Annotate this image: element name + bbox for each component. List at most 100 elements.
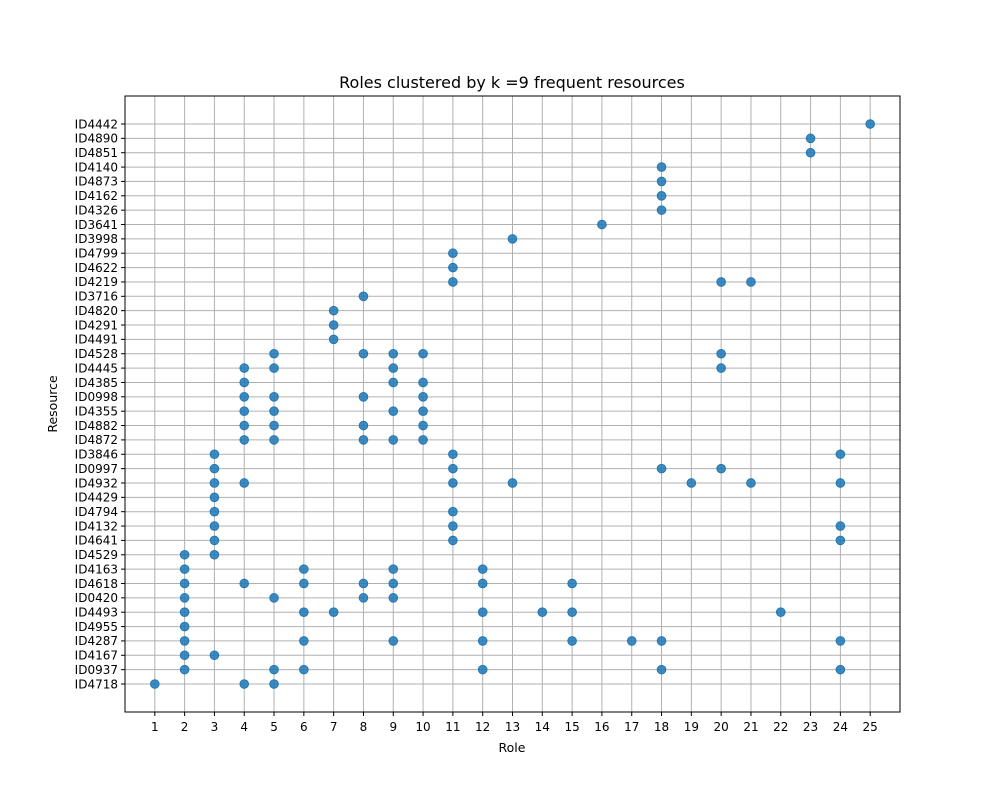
y-tick-label: ID4641 (75, 534, 118, 548)
data-point (209, 549, 220, 560)
data-point (448, 521, 458, 531)
data-point (686, 478, 697, 488)
data-point (328, 334, 339, 345)
data-point (418, 420, 428, 431)
x-tick-label: 3 (211, 720, 219, 734)
y-tick-label: ID0998 (75, 390, 118, 404)
data-point (239, 435, 250, 445)
x-tick-label: 17 (624, 720, 639, 734)
data-point (269, 664, 279, 675)
data-point (209, 535, 220, 546)
data-point (835, 664, 846, 675)
data-point (716, 363, 726, 373)
x-tick-label: 4 (240, 720, 248, 734)
data-point (716, 348, 726, 359)
data-point (716, 463, 726, 474)
data-point (179, 650, 190, 661)
data-point (358, 392, 369, 402)
x-tick-label: 1 (151, 720, 159, 734)
data-point (775, 607, 786, 618)
data-point (656, 463, 667, 474)
x-tick-label: 22 (773, 720, 788, 734)
data-point (299, 636, 309, 646)
data-point (388, 363, 399, 373)
x-axis-ticks: 1 2 3 4 5 6 7 8 9 10 11 12 13 14 15 16 17 18 19 20 21 22 23 24 2… (151, 712, 878, 734)
data-point (477, 636, 488, 646)
y-tick-label: ID4955 (75, 620, 118, 634)
y-tick-label: ID3998 (75, 232, 118, 246)
data-point (358, 348, 369, 359)
data-point (388, 377, 399, 388)
data-point (448, 248, 458, 259)
data-point (358, 291, 369, 302)
data-point (179, 578, 190, 589)
data-point (179, 593, 190, 603)
data-point (269, 348, 279, 359)
data-point (269, 435, 279, 445)
x-tick-label: 18 (654, 720, 669, 734)
x-tick-label: 7 (330, 720, 338, 734)
y-tick-label: ID0420 (75, 591, 118, 605)
data-point (805, 147, 816, 158)
x-tick-label: 23 (803, 720, 818, 734)
data-point (239, 420, 250, 431)
y-tick-label: ID4718 (75, 677, 118, 691)
x-tick-label: 12 (475, 720, 490, 734)
data-point (388, 348, 399, 359)
data-point (209, 492, 220, 503)
data-point (835, 449, 846, 460)
y-tick-label: ID4932 (75, 476, 118, 490)
data-point (448, 478, 458, 488)
y-tick-label: ID4132 (75, 519, 118, 533)
data-point (239, 377, 250, 388)
y-tick-label: ID4799 (75, 247, 118, 261)
data-point (209, 521, 220, 531)
data-point (477, 664, 488, 675)
x-tick-label: 15 (564, 720, 579, 734)
data-point (388, 564, 399, 574)
data-point (418, 435, 428, 445)
data-point (537, 607, 548, 618)
data-point (388, 578, 399, 589)
data-point (477, 578, 488, 589)
data-point (746, 478, 756, 488)
x-tick-label: 13 (505, 720, 520, 734)
data-point (656, 162, 667, 172)
data-point (597, 219, 607, 230)
y-axis-ticks: ID4718ID0937ID4167ID4287ID4955ID4493ID04… (75, 117, 125, 691)
data-point (209, 650, 220, 661)
chart-title: Roles clustered by k =9 frequent resourc… (339, 73, 685, 92)
data-point (835, 535, 846, 546)
y-tick-label: ID4890 (75, 132, 118, 146)
y-axis-label: Resource (45, 375, 60, 433)
x-tick-label: 8 (360, 720, 368, 734)
data-point (179, 549, 190, 560)
data-point (328, 607, 339, 618)
x-tick-label: 11 (445, 720, 460, 734)
data-point (239, 478, 250, 488)
y-tick-label: ID4529 (75, 548, 118, 562)
y-tick-label: ID3641 (75, 218, 118, 232)
data-point (328, 305, 339, 316)
data-point (299, 607, 309, 618)
data-point (269, 420, 279, 431)
data-point (716, 277, 726, 287)
data-point (179, 607, 190, 618)
data-point (358, 420, 369, 431)
data-point (299, 578, 309, 589)
data-point (388, 406, 399, 416)
data-point (805, 133, 816, 144)
y-tick-label: ID4429 (75, 491, 118, 505)
data-point (179, 664, 190, 675)
y-tick-label: ID4873 (75, 175, 118, 189)
data-point (239, 406, 250, 416)
x-tick-label: 5 (270, 720, 278, 734)
y-tick-label: ID4872 (75, 433, 118, 447)
x-tick-label: 21 (743, 720, 758, 734)
data-point (865, 119, 875, 129)
data-point (448, 277, 458, 287)
y-tick-label: ID4355 (75, 404, 118, 418)
data-point (567, 578, 577, 589)
y-tick-label: ID4163 (75, 562, 118, 576)
